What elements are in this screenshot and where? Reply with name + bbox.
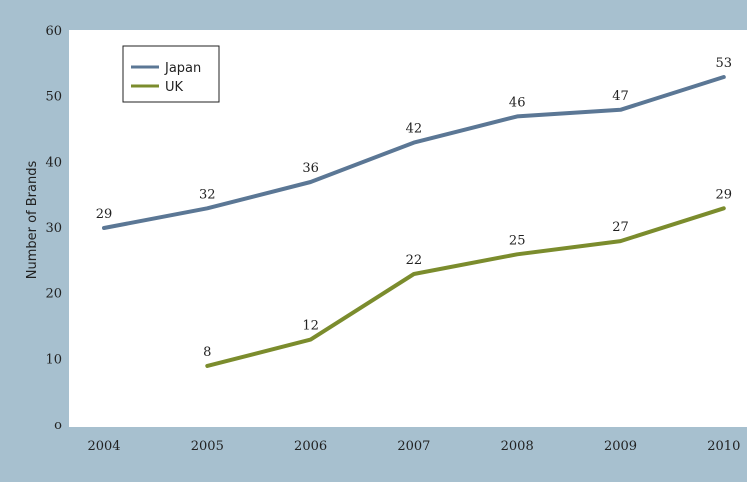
data-label: 22 — [406, 253, 423, 268]
x-tick-label: 2009 — [604, 439, 637, 454]
data-label: 46 — [509, 95, 526, 110]
series-layer: 29 32 36 42 46 47 53 8 12 22 25 27 29 — [96, 56, 733, 368]
y-tick-label: 50 — [45, 90, 62, 105]
y-tick-label: 60 — [45, 24, 62, 39]
x-tick-label: 2006 — [294, 439, 327, 454]
x-axis-ticks: 2004 2005 2006 2007 2008 2009 2010 — [87, 439, 740, 454]
data-label: 47 — [612, 89, 629, 104]
legend-label-uk: UK — [165, 80, 184, 95]
data-label: 32 — [199, 187, 216, 202]
y-tick-label: 30 — [45, 221, 62, 236]
series-line-uk — [205, 206, 726, 368]
data-label: 36 — [302, 161, 319, 176]
x-tick-label: 2004 — [87, 439, 120, 454]
x-tick-label: 2005 — [191, 439, 224, 454]
data-label: 53 — [716, 56, 733, 71]
series-line-japan — [102, 75, 726, 230]
data-label: 29 — [96, 207, 113, 222]
y-tick-label: o — [54, 418, 62, 433]
legend-label-japan: Japan — [164, 61, 201, 76]
data-label: 42 — [406, 122, 423, 137]
x-tick-label: 2010 — [707, 439, 740, 454]
legend-box — [122, 45, 220, 103]
y-axis-ticks: o 10 20 30 40 50 60 — [45, 24, 62, 433]
data-label: 8 — [203, 345, 211, 360]
y-axis-title: Number of Brands — [25, 161, 40, 280]
data-label: 25 — [509, 233, 526, 248]
data-label: 12 — [302, 319, 319, 334]
y-tick-label: 10 — [45, 352, 62, 367]
y-tick-label: 20 — [45, 287, 62, 302]
data-label: 27 — [612, 220, 629, 235]
x-tick-label: 2008 — [501, 439, 534, 454]
data-label: 29 — [716, 187, 733, 202]
x-tick-label: 2007 — [397, 439, 430, 454]
y-tick-label: 40 — [45, 155, 62, 170]
legend: Japan UK — [122, 45, 220, 103]
